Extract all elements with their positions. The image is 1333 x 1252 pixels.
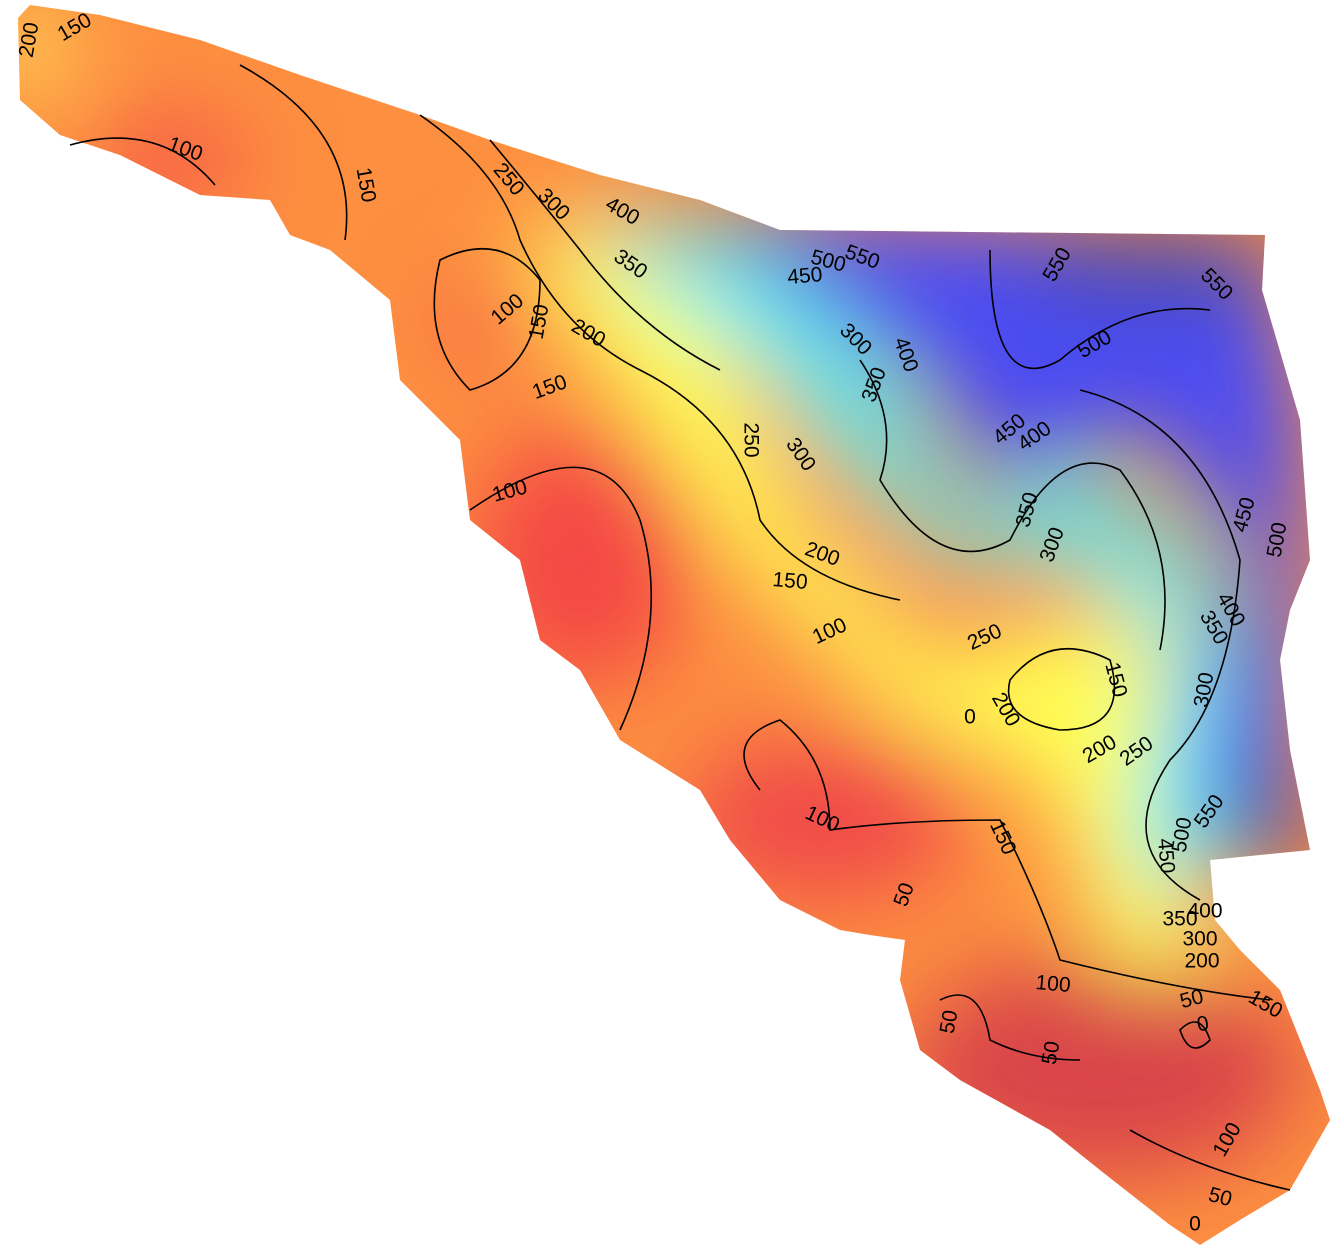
contour-label: 450 [786,263,823,289]
contour-label: 0 [1189,1213,1201,1236]
contour-label: 200 [1184,950,1219,973]
contour-label: 400 [1187,900,1222,923]
contour-label: 150 [772,568,809,594]
contour-label: 100 [1035,971,1072,997]
contour-label: 0 [1195,1012,1211,1037]
contour-label: 0 [964,706,976,729]
contour-label: 50 [1038,1039,1065,1066]
contour-label: 250 [739,422,762,457]
contour-label: 300 [1182,928,1217,951]
contour-label: 450 [1153,837,1179,874]
contour-lines [69,64,1291,1191]
contour-label: 350 [1162,908,1197,931]
contour-label: 50 [936,1008,963,1035]
